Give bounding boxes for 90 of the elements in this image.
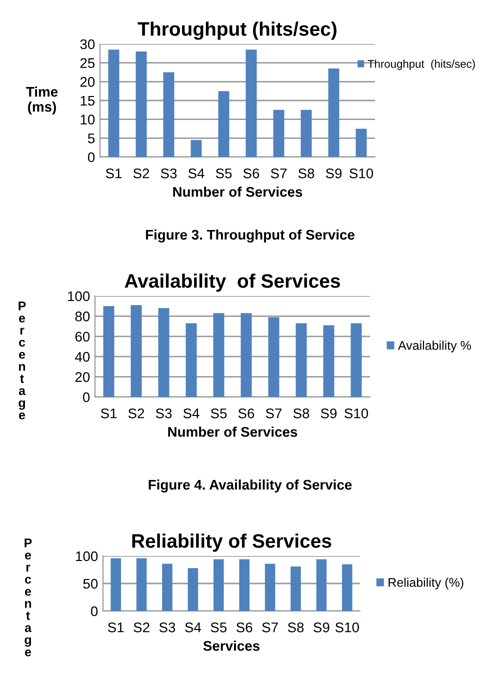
x-tick-label: S3: [159, 622, 176, 632]
x-tick-label: S9: [314, 622, 330, 632]
y-tick-label: 30: [80, 39, 95, 50]
x-tick-label: S8: [288, 622, 304, 632]
bar: [136, 52, 147, 157]
y-tick-label: 5: [88, 134, 95, 144]
x-tick-label: S1: [108, 622, 124, 632]
x-tick-label: S4: [183, 408, 200, 418]
bar: [213, 313, 224, 397]
y-axis-title: Time (ms): [26, 86, 58, 114]
legend-label: Availability %: [398, 340, 471, 352]
x-tick-label: S5: [210, 622, 227, 632]
bar: [323, 325, 334, 397]
bar: [356, 128, 367, 157]
bar: [273, 110, 284, 157]
chart-title: Reliability of Services: [132, 534, 332, 552]
x-tick-label: S10: [344, 408, 368, 418]
bar: [162, 564, 172, 611]
x-tick-label: S1: [100, 408, 117, 418]
x-tick-label: S5: [210, 408, 227, 418]
bar: [103, 306, 114, 397]
x-tick-label: S1: [106, 168, 122, 178]
y-tick-label: 60: [75, 332, 90, 342]
x-tick-label: S10: [350, 168, 374, 178]
x-tick-label: S6: [236, 622, 252, 632]
bar: [190, 140, 202, 157]
y-tick-label: 50: [83, 578, 98, 589]
y-tick-label: 100: [76, 551, 98, 562]
x-tick-label: S8: [293, 408, 310, 418]
bar: [240, 313, 252, 397]
x-tick-label: S6: [238, 408, 254, 418]
x-tick-label: S6: [243, 168, 260, 178]
y-tick-label: 0: [90, 606, 98, 616]
bar: [350, 323, 362, 397]
bar: [290, 566, 301, 611]
bar: [296, 323, 307, 397]
x-tick-label: S2: [133, 168, 150, 178]
bar: [239, 559, 250, 611]
x-tick-label: S7: [270, 168, 287, 178]
y-tick-label: 20: [80, 77, 95, 87]
bar: [163, 72, 174, 157]
bar: [186, 323, 197, 397]
x-tick-label: S7: [266, 408, 282, 418]
text: Percentage: [18, 302, 26, 420]
bar: [218, 91, 230, 157]
y-tick-label: 0: [82, 392, 90, 402]
x-tick-label: S4: [188, 168, 204, 178]
x-tick-label: S2: [134, 622, 150, 632]
bar: [214, 559, 224, 611]
x-axis-title: Number of Services: [168, 426, 298, 437]
bar: [188, 568, 198, 611]
chart-title: Throughput (hits/sec): [138, 22, 336, 40]
chart-title: Availability of Services: [124, 274, 340, 292]
y-tick-label: 25: [80, 58, 95, 68]
x-tick-label: S9: [326, 168, 342, 178]
y-tick-label: 20: [75, 372, 90, 382]
y-tick-label: 80: [75, 312, 90, 322]
x-tick-label: S5: [216, 168, 232, 178]
y-tick-label: 15: [80, 96, 95, 106]
x-tick-label: S9: [320, 408, 337, 418]
bar: [158, 308, 170, 397]
caption: Figure 4. Availability of Service: [148, 479, 352, 493]
bar: [110, 558, 121, 611]
x-tick-label: S4: [185, 622, 202, 632]
bar: [316, 559, 327, 611]
legend-label: Reliability (%): [388, 578, 464, 590]
bar: [136, 558, 147, 611]
x-tick-label: S3: [156, 408, 172, 418]
x-axis-title: Number of Services: [173, 186, 302, 197]
bar: [246, 50, 257, 157]
text: Percentage: [24, 538, 32, 656]
y-tick-label: 100: [68, 291, 90, 302]
bar: [264, 564, 276, 611]
x-tick-label: S7: [262, 622, 278, 632]
y-tick-label: 40: [75, 352, 90, 362]
x-axis-title: Services: [203, 640, 260, 651]
bar: [108, 50, 120, 157]
bar: [268, 317, 280, 397]
x-tick-label: S3: [160, 168, 177, 178]
bar: [328, 68, 340, 157]
bar: [342, 564, 352, 611]
bar: [300, 110, 312, 157]
bar: [130, 305, 142, 397]
y-tick-label: 0: [88, 152, 95, 162]
y-tick-label: 10: [80, 114, 95, 125]
x-tick-label: S2: [128, 408, 144, 418]
legend-label: Throughput (hits/sec): [368, 60, 475, 70]
x-tick-label: S10: [335, 622, 359, 632]
x-tick-label: S8: [298, 168, 314, 178]
caption: Figure 3. Throughput of Service: [146, 229, 354, 243]
